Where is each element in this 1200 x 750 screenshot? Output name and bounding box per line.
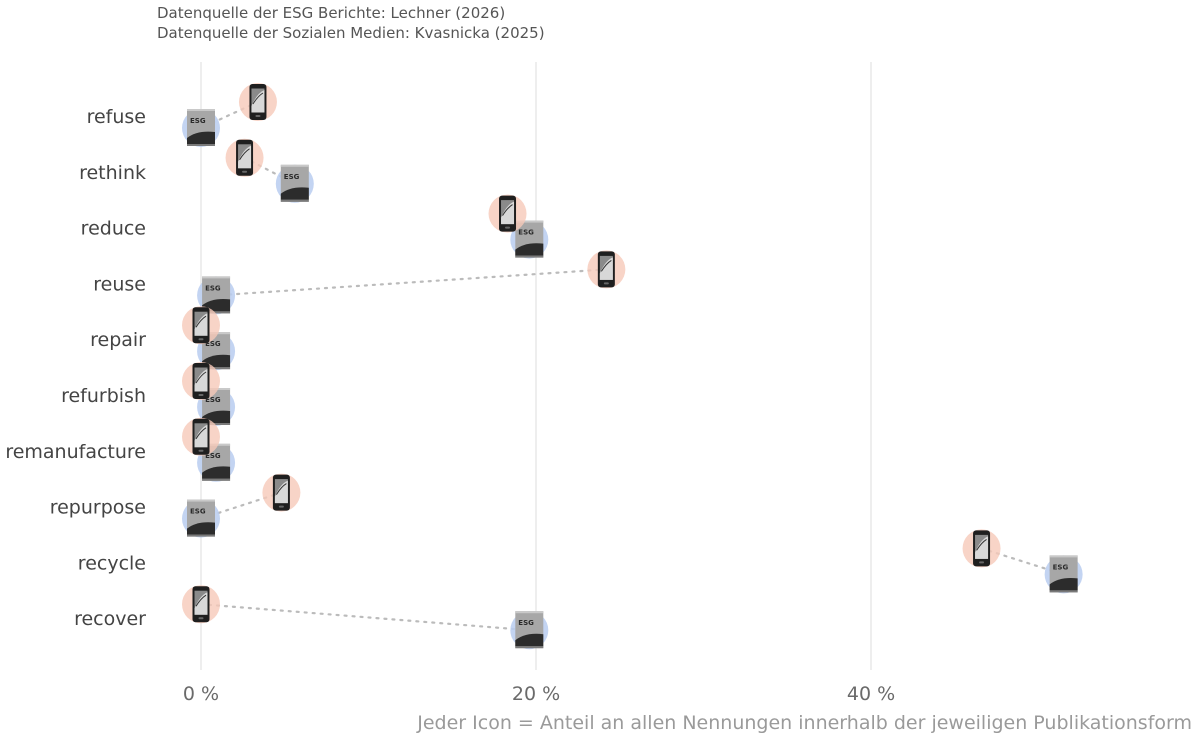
category-label: rethink	[79, 162, 146, 184]
category-label: recover	[74, 608, 146, 630]
esg-report-icon: ESG	[510, 611, 549, 650]
smartphone-icon	[262, 473, 301, 512]
category-label: remanufacture	[5, 441, 146, 463]
esg-icon-label: ESG	[190, 508, 206, 516]
connectors	[199, 100, 1065, 632]
smartphone-icon	[587, 250, 626, 289]
smartphone-icon	[182, 362, 220, 400]
category-label: repurpose	[50, 497, 146, 519]
category-label: reuse	[93, 273, 146, 295]
markers: ESG ESG ESG ESG ESG ESG ESG ESG ESG ESG	[182, 83, 1083, 650]
x-axis-tick-labels: 0 % 20 % 40 %	[183, 683, 895, 705]
x-tick-label: 0 %	[183, 683, 219, 705]
esg-icon-label: ESG	[205, 284, 221, 292]
esg-report-icon: ESG	[275, 164, 314, 203]
esg-icon-label: ESG	[518, 229, 534, 237]
esg-report-icon: ESG	[197, 443, 236, 482]
category-label: refurbish	[61, 385, 146, 407]
connector-line	[199, 603, 531, 632]
esg-icon-label: ESG	[205, 452, 221, 460]
esg-icon-label: ESG	[1053, 563, 1069, 571]
category-label: repair	[90, 329, 146, 351]
x-tick-label: 20 %	[512, 683, 560, 705]
esg-icon-label: ESG	[190, 117, 206, 125]
esg-report-icon: ESG	[182, 109, 220, 147]
x-tick-label: 40 %	[847, 683, 895, 705]
connector-line	[199, 491, 283, 520]
category-label: refuse	[87, 106, 146, 128]
smartphone-icon	[182, 585, 220, 624]
smartphone-icon	[182, 306, 220, 345]
chart-caption: Jeder Icon = Anteil an allen Nennungen i…	[417, 712, 1192, 734]
esg-report-icon: ESG	[1044, 555, 1083, 594]
category-labels: refuse rethink reduce reuse repair refurbish r…	[5, 106, 146, 630]
esg-icon-label: ESG	[205, 340, 221, 348]
smartphone-icon	[488, 194, 527, 233]
data-source-social-media: Datenquelle der Sozialen Medien: Kvasnic…	[157, 24, 545, 42]
esg-icon-label: ESG	[284, 173, 300, 181]
smartphone-icon	[182, 417, 220, 456]
smartphone-icon	[962, 529, 1001, 568]
gridlines	[200, 62, 872, 670]
esg-icon-label: ESG	[205, 396, 221, 404]
esg-icon-label: ESG	[518, 619, 534, 627]
category-label: reduce	[81, 218, 146, 240]
esg-report-icon: ESG	[182, 499, 220, 538]
smartphone-icon	[225, 138, 264, 177]
connector-line	[214, 268, 608, 297]
smartphone-icon	[238, 83, 277, 121]
data-source-esg: Datenquelle der ESG Berichte: Lechner (2…	[157, 4, 506, 22]
category-label: recycle	[78, 552, 146, 574]
